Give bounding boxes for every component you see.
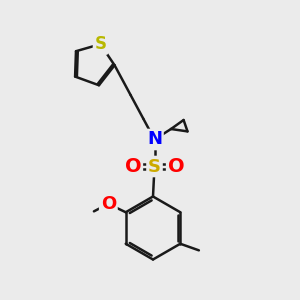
Text: O: O	[101, 195, 116, 213]
Text: N: N	[147, 130, 162, 148]
Text: S: S	[148, 158, 161, 175]
Text: O: O	[124, 157, 141, 176]
Text: S: S	[94, 35, 106, 53]
Text: O: O	[168, 157, 184, 176]
